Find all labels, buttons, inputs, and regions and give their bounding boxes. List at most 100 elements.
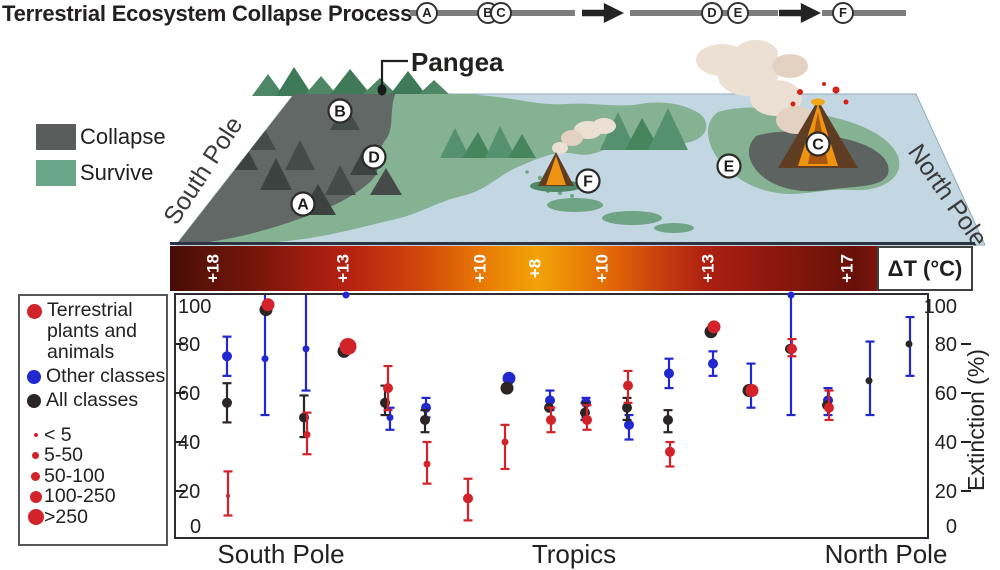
collapse-label: Collapse xyxy=(80,124,166,149)
data-point-red xyxy=(665,446,675,457)
delta-t-label: ΔT (°C) xyxy=(887,255,963,281)
y-axis-title: Extinction (%) xyxy=(963,349,989,491)
series-legend: Terrestrial plants and animals Other clas… xyxy=(27,300,166,411)
timeline-marker-F: F xyxy=(832,2,854,24)
data-point-red xyxy=(623,380,633,391)
temp-value: +13 xyxy=(333,254,352,283)
axis-tick-labels: 100 100 80 80 60 60 40 40 20 20 0 0 xyxy=(175,296,971,538)
temp-value: +17 xyxy=(837,254,856,283)
map-marker-D xyxy=(361,144,387,170)
timeline-marker-A: A xyxy=(416,2,438,24)
timeline-marker-C: C xyxy=(490,2,512,24)
x-label-north-pole: North Pole xyxy=(825,539,948,569)
collapse-swatch xyxy=(36,124,76,150)
data-point-blue xyxy=(502,371,516,385)
size-legend: < 5 5-50 50-100 100-250 >250 xyxy=(27,423,166,528)
data-point-black xyxy=(500,381,514,395)
legend-label: All classes xyxy=(46,389,139,411)
svg-text:80: 80 xyxy=(935,334,957,356)
temp-value: +18 xyxy=(203,254,222,283)
timeline-marker-E: E xyxy=(727,2,749,24)
pangea-label: Pangea xyxy=(411,47,504,77)
map-legend-collapse: Collapse xyxy=(36,124,166,150)
data-point-black xyxy=(420,414,430,425)
data-point-red xyxy=(582,414,592,425)
data-point-blue xyxy=(624,419,634,430)
arrow-right-icon xyxy=(779,3,821,23)
size-dot-icon xyxy=(27,509,44,526)
slab-front-edge xyxy=(170,242,975,245)
svg-text:60: 60 xyxy=(935,383,957,405)
size-legend-item: 100-250 xyxy=(27,485,166,508)
svg-text:20: 20 xyxy=(935,481,957,503)
data-point-red xyxy=(501,438,509,446)
size-legend-item: >250 xyxy=(27,505,166,528)
small-volcano xyxy=(538,118,616,186)
svg-text:A: A xyxy=(297,197,309,214)
map-marker-E xyxy=(716,153,742,179)
size-legend-label: 100-250 xyxy=(44,485,116,508)
size-dot-icon xyxy=(31,471,40,481)
svg-text:0: 0 xyxy=(190,516,201,538)
survive-label: Survive xyxy=(80,160,154,185)
red-dot-icon xyxy=(27,304,42,319)
data-point-black xyxy=(905,340,913,348)
data-point-black xyxy=(622,402,632,413)
data-point-blue xyxy=(342,291,350,299)
legend-item-black: All classes xyxy=(27,390,166,411)
black-dot-icon xyxy=(27,394,41,408)
northern-mountain-ridge xyxy=(252,67,451,96)
data-point-red xyxy=(423,460,431,468)
map-legend-survive: Survive xyxy=(36,160,153,186)
data-point-red xyxy=(546,414,556,425)
data-point-red xyxy=(339,337,357,355)
size-legend-item: 5-50 xyxy=(27,444,166,467)
legend-item-blue: Other classes xyxy=(27,366,166,387)
data-point-red xyxy=(463,493,473,504)
data-point-blue xyxy=(664,368,674,379)
data-point-black xyxy=(865,377,873,385)
svg-text:E: E xyxy=(724,159,735,176)
timeline-bar-3 xyxy=(822,10,906,16)
map-marker-A xyxy=(290,191,316,217)
legend-label: Other classes xyxy=(46,365,166,387)
svg-text:60: 60 xyxy=(178,383,200,405)
data-point-red xyxy=(824,402,834,413)
size-legend-label: < 5 xyxy=(44,423,72,446)
data-point-blue xyxy=(708,358,718,369)
data-point-red xyxy=(303,431,311,439)
data-point-red xyxy=(261,298,275,312)
size-dot-icon xyxy=(32,452,39,460)
size-legend-label: >250 xyxy=(44,505,88,528)
data-point-red xyxy=(787,343,797,354)
data-point-red xyxy=(745,384,759,398)
temp-value: +10 xyxy=(470,254,489,283)
svg-text:F: F xyxy=(583,174,593,191)
size-dot-icon xyxy=(29,490,42,503)
data-point-blue xyxy=(545,395,555,406)
chart-points xyxy=(222,291,915,522)
extinction-chart: 100 100 80 80 60 60 40 40 20 20 0 0 South Pole Trop… xyxy=(174,291,989,569)
legend-item-red: Terrestrial plants and animals xyxy=(27,300,166,363)
map-letter-badges: A B C D E F xyxy=(290,98,831,217)
survive-swatch xyxy=(36,160,76,186)
legend-label: Terrestrial plants and animals xyxy=(47,299,137,363)
data-point-blue xyxy=(787,291,795,299)
data-point-red xyxy=(707,320,721,334)
delta-t-unit-box: ΔT (°C) xyxy=(877,246,973,291)
svg-text:0: 0 xyxy=(946,516,957,538)
data-point-black xyxy=(222,397,232,408)
size-legend-label: 5-50 xyxy=(44,444,84,467)
svg-text:C: C xyxy=(812,137,824,154)
svg-text:80: 80 xyxy=(178,334,200,356)
timeline-marker-D: D xyxy=(701,2,723,24)
plot-frame xyxy=(174,293,929,539)
data-point-blue xyxy=(222,351,232,362)
data-point-black xyxy=(663,414,673,425)
svg-text:40: 40 xyxy=(935,432,957,454)
data-point-blue xyxy=(261,355,269,363)
x-label-south-pole: South Pole xyxy=(217,539,344,569)
svg-text:B: B xyxy=(334,104,346,121)
svg-text:100: 100 xyxy=(924,296,957,318)
